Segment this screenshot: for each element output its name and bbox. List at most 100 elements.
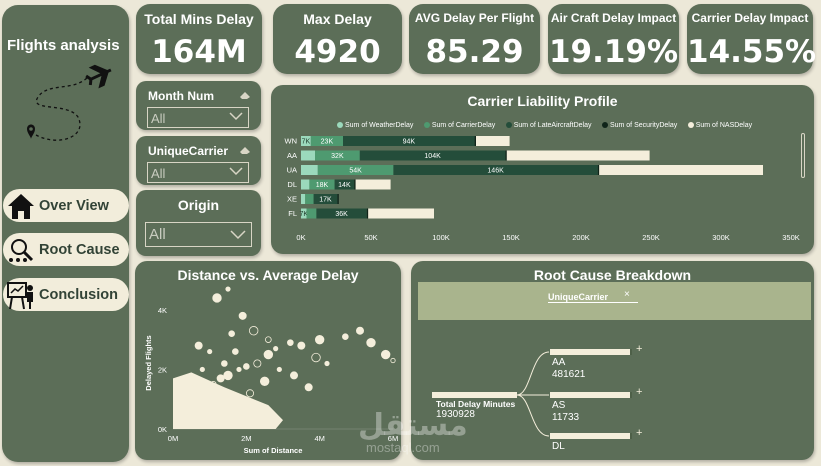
bar-segment[interactable] [305,194,314,204]
scatter-point[interactable] [253,359,262,368]
y-axis-title: Delayed Flights [144,335,153,390]
scatter-point[interactable] [216,374,225,383]
scatter-point[interactable] [232,348,239,355]
bar-chart-plot: WN 7K 23K 94K AA 32K 104K UA 54K 146K DL 18K 14K XE 17… [285,136,800,242]
eraser-icon[interactable] [239,90,251,100]
scatter-plot: 0M 2M 4M 6M 0K 2K 4K Sum of Distance Delayed Fli… [144,286,398,455]
bar-segment[interactable] [476,136,510,146]
decomposition-connectors [432,351,550,437]
scatter-point-cluster[interactable] [173,372,283,429]
bar-segment[interactable] [343,136,475,146]
x-tick-label: 150K [502,233,520,242]
scatter-point[interactable] [184,407,191,415]
scatter-point[interactable] [228,330,235,338]
legend-item-nas: Sum of NASDelay [687,122,752,129]
origin-dropdown[interactable]: All [145,222,252,247]
scatter-point[interactable] [207,348,213,355]
bar-segment[interactable] [599,165,763,175]
scatter-point[interactable] [355,326,364,335]
nav-root-cause-button[interactable]: Root Cause [3,233,129,266]
scatter-point[interactable] [248,326,259,336]
bar-segment[interactable] [301,208,307,219]
month-num-dropdown[interactable]: All [147,107,249,128]
scatter-point[interactable] [221,360,228,367]
bar-segment[interactable] [301,179,310,190]
scatter-point[interactable] [193,391,204,401]
bar-segment[interactable] [316,208,367,219]
scatter-point[interactable] [259,376,270,387]
scatter-point[interactable] [314,334,325,345]
bar-segment[interactable] [313,194,338,204]
bar-segment[interactable] [355,179,391,190]
slicer-title: UniqueCarrier [148,144,229,158]
scatter-point[interactable] [276,366,282,373]
bar-segment[interactable] [505,150,507,161]
scatter-point[interactable] [181,417,187,423]
bar-segment[interactable] [393,165,598,175]
bar-segment[interactable] [597,165,600,175]
eraser-icon[interactable] [239,145,251,155]
expand-plus-icon[interactable]: + [636,343,643,355]
decomposition-field-label[interactable]: UniqueCarrier [548,292,639,303]
scatter-point[interactable] [304,383,313,392]
slicer-origin: Origin All [136,190,261,256]
bar-segment[interactable] [310,136,343,146]
expand-plus-icon[interactable]: + [636,427,643,439]
scatter-point[interactable] [236,366,242,373]
scatter-point[interactable] [390,357,396,364]
scatter-point[interactable] [265,336,272,343]
bar-segment[interactable] [474,136,476,146]
scatter-point[interactable] [287,339,294,346]
scatter-point[interactable] [238,311,247,320]
legend-label: Sum of CarrierDelay [431,121,496,129]
scatter-point[interactable] [380,349,391,360]
scatter-point[interactable] [199,366,205,373]
bar-segment[interactable] [354,179,356,190]
scatter-point[interactable] [342,333,349,340]
bar-segment[interactable] [334,179,355,190]
scatter-point[interactable] [191,381,199,388]
bar-segment[interactable] [301,150,315,161]
scatter-point[interactable] [263,349,274,360]
bar-segment[interactable] [368,208,434,219]
decomposition-bar[interactable] [550,392,632,398]
scatter-point[interactable] [297,341,306,350]
scatter-point[interactable] [210,381,217,388]
bar-data-label: 146K [487,168,504,175]
scatter-point[interactable] [225,286,231,292]
x-tick-label: 0K [296,233,305,242]
bar-segment[interactable] [315,150,360,161]
scatter-point[interactable] [311,352,321,363]
nav-overview-button[interactable]: Over View [3,189,129,222]
scatter-point[interactable] [289,371,298,380]
expand-plus-icon[interactable]: + [636,386,643,398]
scatter-point[interactable] [273,345,279,352]
decomposition-bar[interactable] [550,349,632,355]
nav-conclusion-button[interactable]: Conclusion [3,278,129,311]
scatter-point[interactable] [194,341,203,350]
scatter-point[interactable] [223,370,233,381]
scatter-point[interactable] [324,360,330,367]
legend-item-carrier: Sum of CarrierDelay [423,121,496,129]
bar-segment[interactable] [337,194,339,204]
chart-scrollbar[interactable] [801,133,805,178]
bar-segment[interactable] [317,165,394,175]
decomposition-bar[interactable] [550,433,632,439]
bar-segment[interactable] [301,194,306,204]
scatter-point[interactable] [187,401,196,410]
decomposition-root-value: 1930928 [436,409,475,420]
scatter-point[interactable] [366,337,376,348]
scatter-point[interactable] [243,363,250,370]
bar-segment[interactable] [301,165,318,175]
scatter-point[interactable] [212,293,222,303]
bar-segment[interactable] [366,208,369,219]
remove-level-icon[interactable]: × [624,289,630,300]
bar-segment[interactable] [301,136,311,146]
bar-segment[interactable] [306,208,317,219]
bar-segment[interactable] [309,179,335,190]
scatter-point[interactable] [203,387,209,393]
scatter-point[interactable] [246,389,255,398]
bar-segment[interactable] [506,150,650,161]
bar-segment[interactable] [359,150,506,161]
unique-carrier-dropdown[interactable]: All [147,162,249,183]
